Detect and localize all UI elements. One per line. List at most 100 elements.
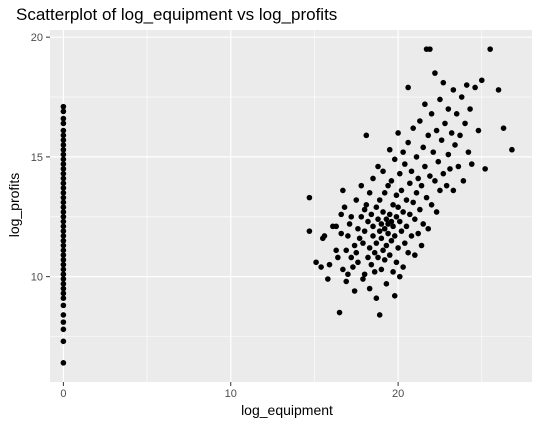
data-points [60,46,515,366]
data-point [405,84,411,91]
data-point [408,233,415,239]
data-point [422,163,428,170]
data-point [60,261,67,268]
data-point [371,249,378,256]
data-point [445,106,452,112]
x-tick-label: 0 [60,388,66,400]
data-point [420,144,427,151]
data-point [60,185,67,191]
plot-panel [50,30,532,382]
data-point [381,225,388,232]
data-point [427,173,433,179]
data-point [405,249,411,256]
data-point [361,228,368,234]
x-tick-label: 20 [392,388,404,400]
data-point [326,261,333,268]
data-point [415,230,421,237]
data-point [370,223,376,230]
data-point [348,254,355,261]
data-point [413,190,420,196]
data-point [351,242,358,249]
data-point [383,216,390,222]
data-point [366,245,373,251]
data-point [350,264,356,270]
data-point [348,213,355,220]
data-point [386,252,393,258]
data-point [415,175,421,182]
data-point [400,209,406,215]
x-tick-label: 10 [225,388,237,400]
data-point [460,178,467,184]
data-point [60,127,67,134]
data-point [472,84,478,91]
data-point [448,130,455,136]
data-point [487,46,493,52]
data-point [423,194,430,201]
x-axis-title: log_equipment [241,402,333,418]
data-point [442,120,448,127]
data-point [373,240,380,246]
data-point [361,271,368,278]
data-point [60,146,67,153]
data-point [346,221,353,227]
data-point [417,206,423,213]
data-point [455,163,462,170]
data-point [428,111,435,117]
data-point [410,199,416,206]
data-point [341,204,348,210]
data-point [447,166,453,172]
data-point [368,261,375,268]
data-point [375,216,381,222]
data-point [437,96,443,103]
data-point [60,142,67,148]
data-point [60,204,67,210]
data-point [338,230,345,237]
data-point [386,211,393,218]
data-point [366,190,373,196]
data-point [360,240,366,246]
data-point [458,94,465,100]
data-point [462,120,468,127]
data-point [373,204,380,210]
y-tick-label: 10 [31,272,43,284]
data-point [60,161,67,167]
data-point [438,137,445,143]
data-point [400,264,406,270]
data-point [402,240,408,246]
data-point [60,242,67,249]
data-point [360,276,366,282]
data-point [353,249,360,256]
data-point [390,269,396,275]
data-point [425,132,432,139]
data-point [60,319,67,325]
data-point [375,254,381,261]
data-point [358,182,365,189]
data-point [60,237,67,244]
data-point [353,197,360,203]
data-point [450,187,457,194]
data-point [381,190,388,196]
y-axis: 10 15 20 [31,32,50,284]
data-point [355,259,361,266]
data-point [313,259,319,266]
data-point [433,209,440,215]
data-point [427,46,433,52]
data-point [60,290,67,297]
data-point [60,209,67,215]
data-point [60,312,67,318]
data-point [376,197,383,203]
data-point [338,211,345,218]
data-point [418,242,425,249]
data-point [356,235,363,242]
data-point [60,218,67,225]
data-point [60,180,67,187]
data-point [437,187,443,194]
data-point [361,206,368,213]
data-point [325,276,331,282]
data-point [403,197,410,203]
data-point [335,254,341,261]
data-point [60,156,67,163]
data-point [395,130,401,136]
data-point [60,108,67,115]
